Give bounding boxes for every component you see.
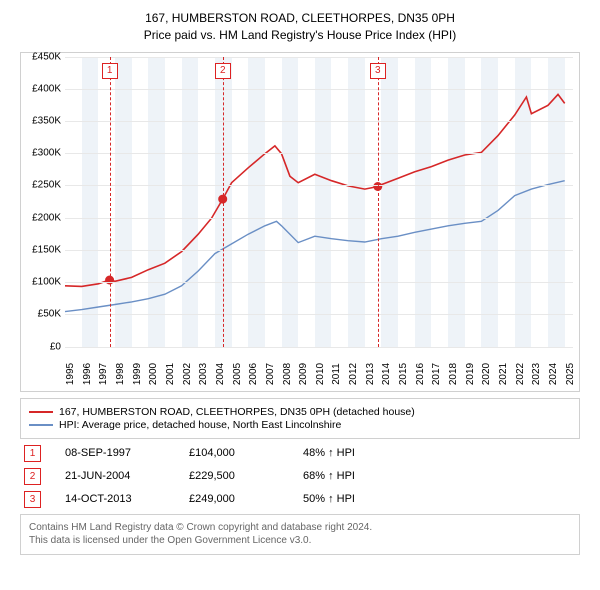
- event-marker-label: 3: [370, 63, 386, 79]
- x-axis-tick: 2011: [331, 363, 342, 385]
- series-line: [65, 180, 565, 311]
- y-axis-tick: £400K: [25, 83, 61, 94]
- x-axis-tick: 1999: [132, 362, 143, 384]
- x-axis-tick: 2018: [448, 362, 459, 384]
- y-axis-tick: £350K: [25, 116, 61, 127]
- x-axis-tick: 2020: [481, 362, 492, 384]
- legend-label: HPI: Average price, detached house, Nort…: [59, 419, 341, 431]
- x-axis-tick: 2017: [431, 362, 442, 384]
- x-axis-tick: 2022: [515, 362, 526, 384]
- y-axis-tick: £200K: [25, 212, 61, 223]
- series-line: [65, 94, 565, 286]
- x-axis-tick: 1997: [98, 362, 109, 384]
- gridline: [65, 121, 573, 122]
- x-axis-tick: 2003: [198, 362, 209, 384]
- y-axis-tick: £300K: [25, 148, 61, 159]
- chart-title-block: 167, HUMBERSTON ROAD, CLEETHORPES, DN35 …: [10, 10, 590, 44]
- event-marker-label: 2: [215, 63, 231, 79]
- event-marker-line: [110, 57, 111, 347]
- y-axis-tick: £0: [25, 341, 61, 352]
- event-number: 2: [24, 468, 41, 485]
- x-axis-tick: 1995: [65, 362, 76, 384]
- x-axis-tick: 2008: [282, 362, 293, 384]
- gridline: [65, 89, 573, 90]
- gridline: [65, 314, 573, 315]
- x-axis-tick: 2007: [265, 362, 276, 384]
- event-marker-line: [378, 57, 379, 347]
- x-axis-tick: 1998: [115, 362, 126, 384]
- event-price: £249,000: [189, 493, 279, 505]
- x-axis-tick: 2012: [348, 362, 359, 384]
- y-axis-tick: £100K: [25, 277, 61, 288]
- gridline: [65, 57, 573, 58]
- event-row: 2 21-JUN-2004 £229,500 68% ↑ HPI: [20, 468, 580, 485]
- legend-swatch: [29, 411, 53, 413]
- x-axis-tick: 2023: [531, 362, 542, 384]
- x-axis-tick: 2013: [365, 362, 376, 384]
- event-date: 08-SEP-1997: [65, 447, 165, 459]
- event-relative: 48% ↑ HPI: [303, 447, 355, 459]
- x-axis-tick: 2006: [248, 362, 259, 384]
- y-axis-tick: £50K: [25, 309, 61, 320]
- x-axis-tick: 2005: [232, 362, 243, 384]
- x-axis-tick: 2010: [315, 362, 326, 384]
- event-row: 3 14-OCT-2013 £249,000 50% ↑ HPI: [20, 491, 580, 508]
- attribution-box: Contains HM Land Registry data © Crown c…: [20, 514, 580, 555]
- gridline: [65, 282, 573, 283]
- y-axis-tick: £150K: [25, 244, 61, 255]
- chart-svg: [65, 57, 573, 347]
- gridline: [65, 218, 573, 219]
- event-row: 1 08-SEP-1997 £104,000 48% ↑ HPI: [20, 445, 580, 462]
- events-list: 1 08-SEP-1997 £104,000 48% ↑ HPI 2 21-JUN-200…: [20, 445, 580, 508]
- legend-swatch: [29, 424, 53, 426]
- legend-box: 167, HUMBERSTON ROAD, CLEETHORPES, DN35 …: [20, 398, 580, 439]
- x-axis-tick: 2002: [182, 362, 193, 384]
- event-date: 21-JUN-2004: [65, 470, 165, 482]
- title-line-1: 167, HUMBERSTON ROAD, CLEETHORPES, DN35 …: [10, 10, 590, 27]
- attribution-line-2: This data is licensed under the Open Gov…: [29, 534, 571, 548]
- x-axis-tick: 2021: [498, 362, 509, 384]
- x-axis-tick: 2009: [298, 362, 309, 384]
- x-axis-tick: 2015: [398, 362, 409, 384]
- event-number: 1: [24, 445, 41, 462]
- legend-item: HPI: Average price, detached house, Nort…: [29, 419, 571, 431]
- x-axis-tick: 2000: [148, 362, 159, 384]
- title-line-2: Price paid vs. HM Land Registry's House …: [10, 27, 590, 44]
- x-axis-tick: 2024: [548, 362, 559, 384]
- attribution-line-1: Contains HM Land Registry data © Crown c…: [29, 521, 571, 535]
- plot-region: 1 2 3: [65, 57, 573, 347]
- event-marker-line: [223, 57, 224, 347]
- legend-item: 167, HUMBERSTON ROAD, CLEETHORPES, DN35 …: [29, 406, 571, 418]
- x-axis-tick: 2004: [215, 362, 226, 384]
- event-number: 3: [24, 491, 41, 508]
- event-relative: 50% ↑ HPI: [303, 493, 355, 505]
- y-axis-tick: £450K: [25, 51, 61, 62]
- y-axis-tick: £250K: [25, 180, 61, 191]
- x-axis-tick: 2019: [465, 362, 476, 384]
- legend-label: 167, HUMBERSTON ROAD, CLEETHORPES, DN35 …: [59, 406, 415, 418]
- event-marker-label: 1: [102, 63, 118, 79]
- event-price: £104,000: [189, 447, 279, 459]
- event-date: 14-OCT-2013: [65, 493, 165, 505]
- x-axis-tick: 2025: [565, 362, 576, 384]
- x-axis-tick: 2016: [415, 362, 426, 384]
- gridline: [65, 347, 573, 348]
- gridline: [65, 153, 573, 154]
- chart-area: 1 2 3 £0 £50K £100K £150K £200K £250K £300K £350K…: [20, 52, 580, 392]
- x-axis-tick: 2014: [381, 362, 392, 384]
- event-price: £229,500: [189, 470, 279, 482]
- gridline: [65, 185, 573, 186]
- gridline: [65, 250, 573, 251]
- event-relative: 68% ↑ HPI: [303, 470, 355, 482]
- x-axis-tick: 1996: [82, 362, 93, 384]
- x-axis-tick: 2001: [165, 362, 176, 384]
